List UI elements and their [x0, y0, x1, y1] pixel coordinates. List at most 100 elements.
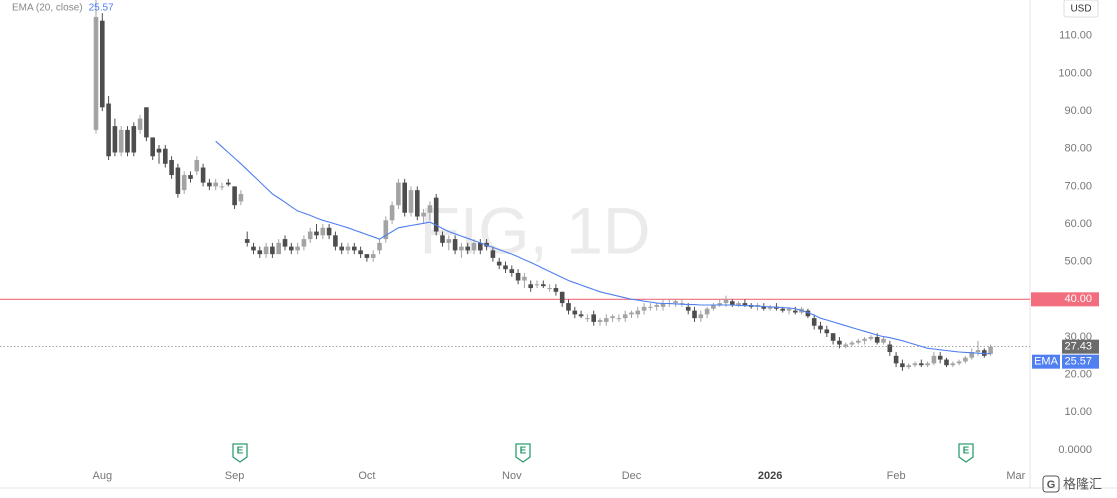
- x-tick-label: Feb: [887, 470, 906, 482]
- candle-body: [396, 182, 401, 206]
- candle-body: [333, 235, 338, 247]
- candle-body: [377, 242, 382, 251]
- candle-body: [660, 303, 666, 307]
- candle-body: [452, 239, 458, 251]
- candle-body: [541, 284, 546, 287]
- candle-body: [150, 137, 155, 157]
- candle-body: [711, 304, 716, 309]
- candle-body: [471, 242, 477, 251]
- x-tick-label: Mar: [1006, 470, 1025, 482]
- candle-body: [415, 190, 420, 217]
- candle-body: [843, 344, 848, 347]
- candle-body: [522, 276, 527, 281]
- x-tick-label: Sep: [225, 470, 245, 482]
- candle-body: [673, 301, 678, 304]
- candle-body: [736, 303, 741, 305]
- candle-body: [509, 269, 515, 273]
- candle-body: [950, 363, 956, 366]
- candle-body: [874, 336, 880, 343]
- candle-body: [559, 291, 565, 304]
- y-tick-label: 50.00: [1064, 256, 1092, 268]
- candle-body: [440, 235, 445, 243]
- candle-body: [704, 308, 710, 315]
- candle-body: [793, 310, 798, 313]
- candle-body: [969, 352, 974, 358]
- candle-body: [345, 246, 351, 251]
- candle-body: [93, 16, 99, 130]
- earnings-label: E: [963, 446, 970, 457]
- candle-body: [893, 355, 899, 364]
- candle-body: [925, 363, 930, 366]
- x-tick-label: Aug: [93, 470, 113, 482]
- earnings-label: E: [237, 446, 244, 457]
- candle-body: [370, 254, 376, 258]
- candle-body: [226, 182, 231, 185]
- candle-body: [931, 355, 937, 364]
- candle-body: [106, 103, 111, 157]
- candle-body: [906, 365, 911, 368]
- watermark: FIG, 1D: [419, 193, 650, 267]
- candle-body: [156, 148, 162, 153]
- candle-body: [169, 160, 174, 176]
- candle-body: [503, 265, 508, 270]
- candle-body: [597, 320, 603, 322]
- candle-body: [421, 212, 426, 217]
- ema-tag-label: EMA: [1034, 356, 1059, 368]
- candle-body: [868, 336, 874, 339]
- candle-body: [698, 314, 704, 319]
- candle-body: [629, 312, 634, 315]
- price-tag: [1062, 339, 1099, 354]
- candle-body: [975, 350, 981, 353]
- candle-body: [352, 246, 357, 251]
- candle-body: [988, 346, 993, 354]
- logo-icon: [1042, 475, 1060, 493]
- candle-body: [188, 175, 193, 179]
- candle-body: [723, 299, 729, 304]
- candle-body: [289, 246, 294, 251]
- candle-body: [207, 182, 212, 187]
- candle-body: [383, 220, 389, 240]
- candle-body: [786, 308, 792, 311]
- candle-body: [232, 186, 237, 206]
- candle-body: [194, 160, 200, 172]
- candle-body: [547, 288, 552, 290]
- candle-body: [200, 167, 206, 183]
- earnings-marker: [515, 443, 531, 463]
- candle-body: [944, 359, 949, 366]
- ema-line: [215, 140, 991, 355]
- candle-body: [881, 338, 886, 343]
- y-tick-label: 110.00: [1059, 30, 1092, 42]
- candle-body: [616, 318, 622, 320]
- x-tick-label: 2026: [758, 470, 782, 482]
- x-tick-label: Oct: [358, 470, 375, 482]
- logo-icon-glyph: G: [1047, 479, 1056, 491]
- y-tick-label: 100.00: [1058, 67, 1092, 79]
- x-tick-label: Nov: [502, 470, 522, 482]
- candle-body: [566, 303, 571, 311]
- candle-body: [433, 197, 439, 232]
- candle-body: [641, 306, 647, 311]
- logo-text: 格隆汇: [1063, 476, 1102, 491]
- candle-body: [528, 284, 533, 289]
- y-tick-label: 90.00: [1064, 105, 1092, 117]
- candle-body: [112, 126, 118, 153]
- candle-body: [730, 301, 735, 305]
- candle-body: [887, 344, 893, 353]
- candle-body: [326, 227, 332, 236]
- candle-body: [818, 325, 823, 330]
- candle-body: [830, 333, 836, 341]
- candle-body: [937, 355, 943, 360]
- candle-body: [912, 363, 918, 366]
- candle-body: [137, 118, 143, 130]
- candle-body: [578, 314, 584, 317]
- y-tick-label: 80.00: [1064, 143, 1092, 155]
- level-label: 40.00: [1064, 293, 1092, 305]
- candle-body: [585, 318, 590, 320]
- legend-label: EMA (20, close): [12, 3, 83, 14]
- ema-value-label: 25.57: [1064, 356, 1092, 368]
- x-tick-label: Dec: [622, 470, 642, 482]
- candle-body: [774, 306, 779, 309]
- candle-body: [125, 129, 130, 153]
- candle-body: [276, 242, 281, 255]
